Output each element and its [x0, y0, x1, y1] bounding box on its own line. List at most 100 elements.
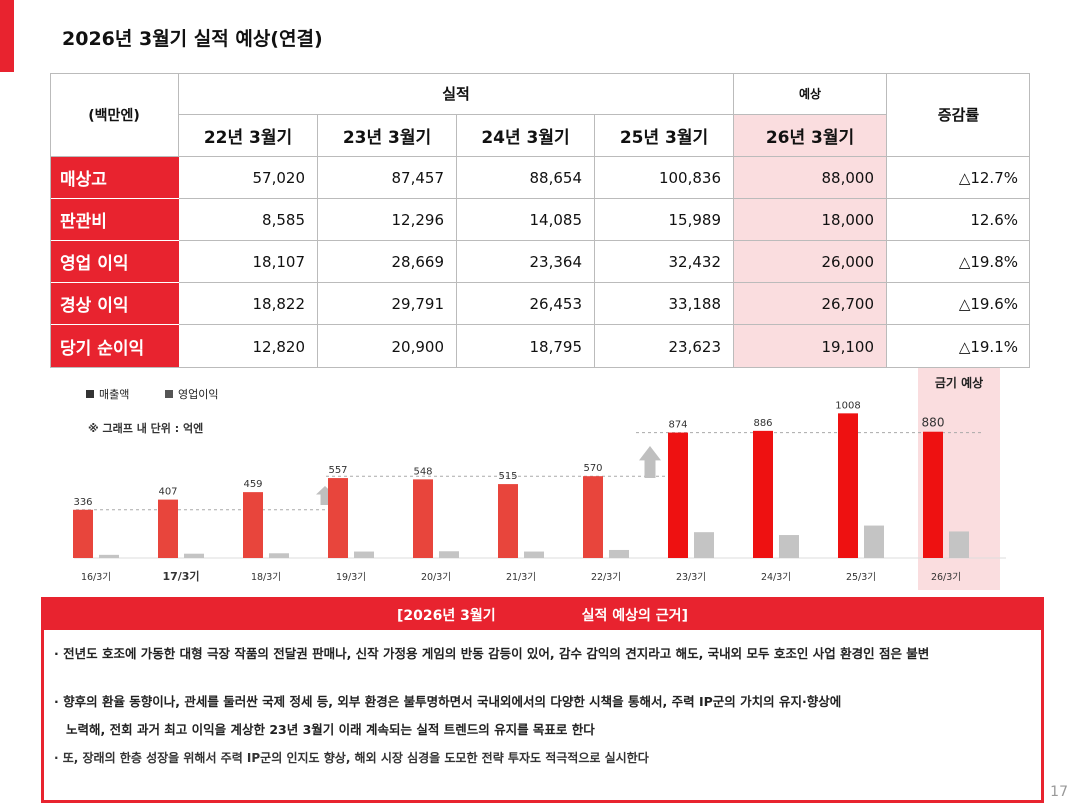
growth-arrow-icon: [639, 446, 661, 478]
op-income-bar: [524, 551, 544, 558]
op-income-bar: [439, 551, 459, 558]
row-label-operating-income: 영업 이익: [50, 241, 179, 283]
x-tick-label: 26/3기: [931, 572, 961, 583]
forecast-value-cell: 18,000: [734, 199, 887, 241]
sales-bar: [838, 413, 858, 558]
value-cell: 8,585: [179, 199, 318, 241]
year-header-23: 23년 3월기: [318, 115, 457, 157]
x-tick-label: 16/3기: [81, 572, 111, 583]
sales-bar: [583, 476, 603, 558]
page-number: 17: [1050, 784, 1068, 800]
row-label-sga: 판관비: [50, 199, 179, 241]
sales-bar: [328, 478, 348, 558]
x-tick-label: 22/3기: [591, 572, 621, 583]
unit-label: (백만엔): [50, 73, 179, 157]
change-cell: △19.1%: [958, 337, 1018, 356]
op-income-bar: [694, 532, 714, 558]
value-cell: 15,989: [595, 199, 734, 241]
sales-data-label: 407: [158, 487, 177, 498]
forecast-basis-panel: [2026년 3월기 실적 예상의 근거] · 전년도 호조에 가동한 대형 극…: [41, 597, 1044, 803]
op-income-bar: [864, 525, 884, 558]
sales-data-label: 459: [243, 479, 262, 490]
op-income-bar: [354, 551, 374, 558]
op-income-bar: [184, 553, 204, 558]
sales-bar: [413, 479, 433, 558]
value-cell: 32,432: [595, 241, 734, 283]
legend-swatch-op-income: [165, 390, 173, 398]
value-cell: 26,453: [457, 283, 595, 325]
change-header: 증감률: [887, 73, 1030, 157]
value-cell: 87,457: [318, 157, 457, 199]
value-cell: 88,654: [457, 157, 595, 199]
results-table: (백만엔) 실적 예상 증감률 22년 3월기 23년 3월기 24년 3월기 …: [50, 73, 1030, 368]
sales-data-label: 336: [73, 497, 92, 508]
forecast-value-cell: 26,700: [734, 283, 887, 325]
value-cell: 28,669: [318, 241, 457, 283]
op-income-bar: [949, 531, 969, 558]
value-cell: 29,791: [318, 283, 457, 325]
forecast-value-cell: 88,000: [734, 157, 887, 199]
change-cell: △19.6%: [887, 283, 1030, 325]
change-cell: 12.6%: [887, 199, 1030, 241]
x-tick-label: 25/3기: [846, 572, 876, 583]
value-cell: 23,623: [595, 325, 734, 368]
x-tick-label: 18/3기: [251, 572, 281, 583]
sales-bar: [753, 430, 773, 558]
op-income-bar: [269, 553, 289, 558]
forecast-group-header: 예상: [734, 73, 887, 115]
sales-bar: [668, 432, 688, 558]
row-label-ordinary-income: 경상 이익: [50, 283, 179, 325]
year-header-26-forecast: 26년 3월기: [734, 115, 887, 157]
value-cell: 33,188: [595, 283, 734, 325]
x-tick-label: 23/3기: [676, 572, 706, 583]
value-cell: 12,296: [318, 199, 457, 241]
x-tick-label: 21/3기: [506, 572, 536, 583]
forecast-label: 금기 예상: [935, 375, 983, 390]
value-cell: 23,364: [457, 241, 595, 283]
value-cell: 20,900: [318, 325, 457, 368]
basis-bullet: · 또, 장래의 한층 성장을 위해서 주력 IP군의 인지도 향상, 해외 시…: [54, 751, 649, 765]
sales-bar: [243, 492, 263, 558]
basis-title-left: [2026년 3월기: [397, 608, 496, 624]
change-cell: △12.7%: [887, 157, 1030, 199]
basis-header: [2026년 3월기 실적 예상의 근거]: [44, 600, 1041, 630]
value-cell: 18,795: [457, 325, 595, 368]
sales-data-label: 874: [668, 420, 687, 431]
basis-bullet: · 전년도 호조에 가동한 대형 극장 작품의 전달권 판매나, 신작 가정용 …: [54, 646, 930, 661]
value-cell: 18,107: [179, 241, 318, 283]
sales-bar: [498, 484, 518, 558]
sales-bar: [158, 499, 178, 558]
sales-bar: [73, 509, 93, 558]
sales-data-label: 880: [922, 416, 945, 430]
x-tick-label: 20/3기: [421, 572, 451, 583]
forecast-value-cell: 19,100: [734, 325, 887, 368]
legend-label-sales: 매출액: [99, 388, 129, 401]
sales-data-label: 515: [498, 471, 517, 482]
actual-group-header: 실적: [179, 73, 734, 115]
legend-label-op-income: 영업이익: [178, 388, 218, 401]
sales-data-label: 557: [328, 465, 347, 476]
basis-bullet-continued: 노력해, 전회 과거 최고 이익을 계상한 23년 3월기 이래 계속되는 실적…: [66, 722, 595, 737]
basis-bullet: · 향후의 환율 동향이나, 관세를 둘러싼 국제 정세 등, 외부 환경은 불…: [54, 694, 842, 709]
op-income-bar: [779, 535, 799, 558]
value-cell: 18,822: [179, 283, 318, 325]
x-tick-label: 19/3기: [336, 572, 366, 583]
x-tick-label: 24/3기: [761, 572, 791, 583]
x-tick-label: 17/3기: [162, 569, 199, 583]
row-label-net-income: 당기 순이익: [50, 325, 179, 368]
sales-data-label: 570: [583, 463, 602, 474]
accent-tab: [0, 0, 14, 72]
basis-title-right: 실적 예상의 근거]: [581, 608, 688, 624]
value-cell: 100,836: [595, 157, 734, 199]
sales-data-label: 548: [413, 466, 432, 477]
sales-data-label: 886: [753, 418, 772, 429]
basis-body: · 전년도 호조에 가동한 대형 극장 작품의 전달권 판매나, 신작 가정용 …: [44, 630, 1041, 768]
page-title: 2026년 3월기 실적 예상(연결): [62, 28, 323, 50]
year-header-25: 25년 3월기: [595, 115, 734, 157]
row-label-sales: 매상고: [50, 157, 179, 199]
unit-note: ※ 그래프 내 단위 : 억엔: [88, 421, 203, 435]
forecast-value-cell: 26,000: [734, 241, 887, 283]
sales-data-label: 1008: [835, 400, 860, 411]
